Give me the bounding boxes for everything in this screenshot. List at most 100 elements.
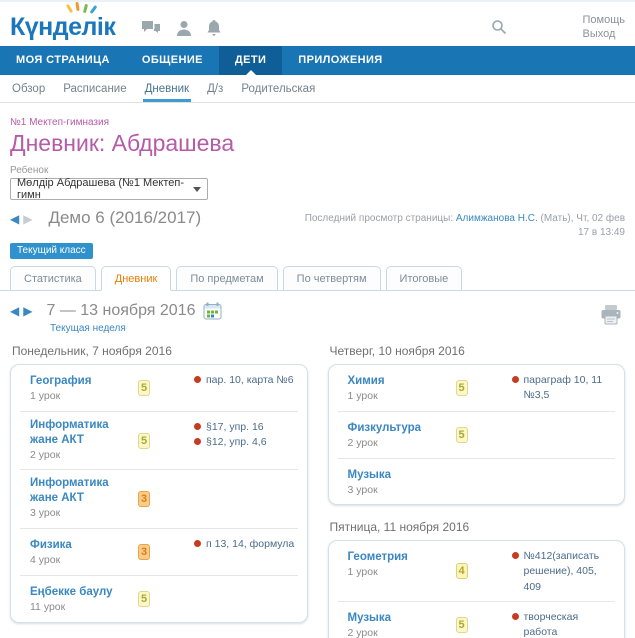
lesson-number: 2 урок	[347, 626, 378, 638]
next-class-button[interactable]: ▶	[23, 212, 33, 226]
homework-cell: №412(записать решение), 405, 409	[511, 547, 615, 595]
day-title: Пятница, 11 ноября 2016	[329, 520, 470, 535]
homework-cell	[194, 476, 297, 522]
grade-cell	[456, 465, 512, 499]
main-nav-item-children[interactable]: ДЕТИ	[218, 46, 283, 75]
subject-link[interactable]: Еңбекке баулу	[30, 585, 113, 598]
sub-nav-item-parental[interactable]: Родительская	[241, 83, 316, 95]
homework-text: творческая работа	[523, 610, 579, 638]
next-week-button[interactable]: ▶	[23, 304, 33, 318]
homework-text: пар. 10, карта №6	[206, 374, 294, 386]
subject-link[interactable]: Физика	[30, 539, 72, 552]
day-title: Четверг, 10 ноября 2016	[329, 344, 465, 358]
subject-link[interactable]: Химия	[347, 375, 385, 387]
grade-cell: 3	[138, 476, 194, 522]
diary-column-1: Понедельник, 7 ноября 2016 География 1 уро…	[10, 344, 308, 638]
grade-cell: 3	[138, 535, 194, 569]
main-nav-item-apps[interactable]: ПРИЛОЖЕНИЯ	[298, 54, 383, 66]
app-logo[interactable]: Күнделік	[10, 1, 116, 42]
lesson-row: Музыка 3 урок	[337, 457, 615, 505]
lesson-number: 3 урок	[30, 507, 61, 520]
subject-link[interactable]: Информатика жане АКТ	[30, 418, 109, 446]
grade-cell: 5	[455, 418, 512, 452]
app-header: Күнделік Помощь Выход	[0, 0, 635, 46]
homework-status-dot	[194, 422, 201, 430]
child-select-value: Мөлдір Абдрашева (№1 Мектеп-гимн	[17, 177, 184, 201]
subject-link[interactable]: Физкультура	[347, 421, 422, 434]
subject-cell: Еңбекке баулу 11 урок	[30, 582, 122, 616]
lesson-row: Информатика жане АКТ 3 урок 3	[20, 469, 298, 528]
homework-cell: параграф 10, 11 №3,5	[511, 371, 615, 405]
day-card: Химия 1 урок 5 параграф 10, 11 №3,5 Физкульт…	[327, 364, 625, 506]
child-select[interactable]: Мөлдір Абдрашева (№1 Мектеп-гимн	[10, 177, 208, 201]
week-nav-left: ◀ ▶ 7 — 13 ноября 2016 Текущая неделя	[10, 302, 222, 334]
header-icons	[141, 19, 221, 37]
header-links: Помощь Выход	[583, 13, 626, 42]
messages-icon[interactable]	[141, 20, 161, 36]
subject-link[interactable]: Информатика жане АКТ	[30, 477, 109, 505]
prev-week-button[interactable]: ◀	[10, 304, 20, 318]
logout-link[interactable]: Выход	[582, 28, 616, 41]
homework-status-dot	[511, 376, 519, 383]
current-week-link[interactable]: Текущая неделя	[50, 323, 126, 334]
tab-statistics[interactable]: Статистика	[10, 266, 96, 291]
grade-badge[interactable]: 4	[455, 563, 468, 580]
homework-cell	[512, 418, 615, 452]
subject-link[interactable]: Геометрия	[347, 551, 408, 564]
grade-badge[interactable]: 5	[138, 590, 150, 607]
grade-badge[interactable]: 5	[455, 426, 468, 443]
class-title: Демо 6 (2016/2017)	[48, 208, 202, 227]
tab-by-quarters[interactable]: По четвертям	[282, 266, 381, 291]
subject-link[interactable]: География	[30, 375, 92, 387]
homework-text: п 13, 14, формула	[206, 538, 295, 551]
sub-nav: Обзор Расписание Дневник Д/з Родительская	[0, 75, 635, 103]
sub-nav-item-schedule[interactable]: Расписание	[63, 83, 127, 95]
subject-cell: Музыка 2 урок	[348, 608, 440, 638]
breadcrumb[interactable]: №1 Мектеп-гимназия	[10, 117, 109, 128]
grade-badge[interactable]: 5	[455, 616, 468, 633]
current-class-badge: Текущий класс	[10, 243, 93, 259]
homework-status-dot	[194, 437, 201, 445]
logo-spark-icon	[65, 3, 74, 13]
grade-badge[interactable]: 3	[138, 544, 150, 560]
subject-cell: Музыка 3 урок	[348, 465, 440, 499]
sub-nav-item-diary[interactable]: Дневник	[142, 83, 192, 102]
grade-badge[interactable]: 3	[138, 491, 150, 508]
notifications-bell-icon[interactable]	[207, 19, 221, 37]
lesson-row: Музыка 2 урок 5 творческая работа	[337, 600, 615, 638]
prev-class-button[interactable]: ◀	[10, 212, 20, 226]
main-nav-item-my-page[interactable]: МОЯ СТРАНИЦА	[16, 54, 110, 66]
lesson-row: География 1 урок 5 пар. 10, карта №6	[20, 365, 298, 411]
homework-cell: п 13, 14, формула	[194, 535, 297, 569]
calendar-icon[interactable]	[203, 302, 222, 320]
subject-cell: Физкультура 2 урок	[348, 418, 440, 452]
diary-columns: Понедельник, 7 ноября 2016 География 1 уро…	[0, 334, 635, 638]
subject-link[interactable]: Музыка	[347, 468, 392, 481]
diary-tabs: Статистика Дневник По предметам По четвертя…	[0, 259, 635, 291]
day-block: Четверг, 10 ноября 2016 Химия 1 урок 5 параг…	[327, 344, 625, 506]
help-link[interactable]: Помощь	[582, 14, 626, 26]
tab-final[interactable]: Итоговые	[385, 266, 463, 291]
grade-badge[interactable]: 5	[455, 379, 468, 396]
grade-badge[interactable]: 5	[138, 379, 150, 396]
page-content: №1 Мектеп-гимназия Дневник: Абдрашева Ре…	[0, 117, 635, 638]
print-icon[interactable]	[599, 304, 623, 331]
user-icon[interactable]	[177, 20, 192, 36]
subject-link[interactable]: Музыка	[347, 611, 392, 624]
main-nav-item-messages[interactable]: ОБЩЕНИЕ	[141, 54, 203, 66]
grade-badge[interactable]: 5	[138, 432, 150, 449]
tab-diary[interactable]: Дневник	[100, 266, 172, 291]
tab-by-subjects[interactable]: По предметам	[176, 266, 278, 291]
homework-cell: творческая работа	[511, 608, 615, 638]
sub-nav-item-homework[interactable]: Д/з	[207, 83, 224, 95]
grade-cell: 5	[455, 371, 512, 405]
child-select-label: Ребенок	[10, 165, 49, 176]
search-icon[interactable]	[491, 19, 507, 35]
week-nav: ◀ ▶ 7 — 13 ноября 2016 Текущая неделя	[0, 291, 635, 334]
grade-cell: 5	[138, 418, 194, 464]
subject-cell: Химия 1 урок	[348, 371, 440, 405]
homework-item: §12, упр. 4,6	[194, 435, 297, 450]
homework-item: п 13, 14, формула	[194, 537, 297, 552]
last-view-user-link[interactable]: Алимжанова Н.С.	[455, 213, 538, 224]
sub-nav-item-overview[interactable]: Обзор	[12, 83, 46, 95]
